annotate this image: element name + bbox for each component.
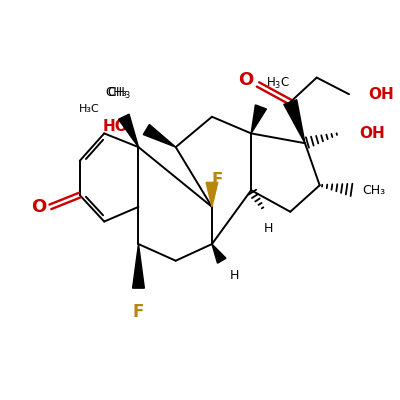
Polygon shape bbox=[212, 244, 226, 263]
Polygon shape bbox=[118, 114, 138, 147]
Text: OH: OH bbox=[359, 126, 384, 141]
Text: CH₃: CH₃ bbox=[105, 86, 127, 99]
Text: O: O bbox=[31, 198, 46, 216]
Polygon shape bbox=[284, 100, 305, 143]
Polygon shape bbox=[251, 105, 266, 134]
Text: F: F bbox=[133, 303, 144, 321]
Text: F: F bbox=[211, 171, 222, 189]
Text: H$_3$C: H$_3$C bbox=[266, 76, 290, 91]
Text: OH: OH bbox=[369, 87, 394, 102]
Text: H₃C: H₃C bbox=[78, 104, 99, 114]
Text: H: H bbox=[230, 268, 239, 282]
Polygon shape bbox=[133, 244, 144, 288]
Text: H: H bbox=[264, 222, 274, 234]
Text: CH₃: CH₃ bbox=[362, 184, 385, 197]
Polygon shape bbox=[206, 182, 218, 207]
Polygon shape bbox=[143, 124, 176, 147]
Text: O: O bbox=[238, 70, 254, 88]
Text: HO: HO bbox=[103, 119, 129, 134]
Text: CH$_3$: CH$_3$ bbox=[107, 86, 131, 101]
